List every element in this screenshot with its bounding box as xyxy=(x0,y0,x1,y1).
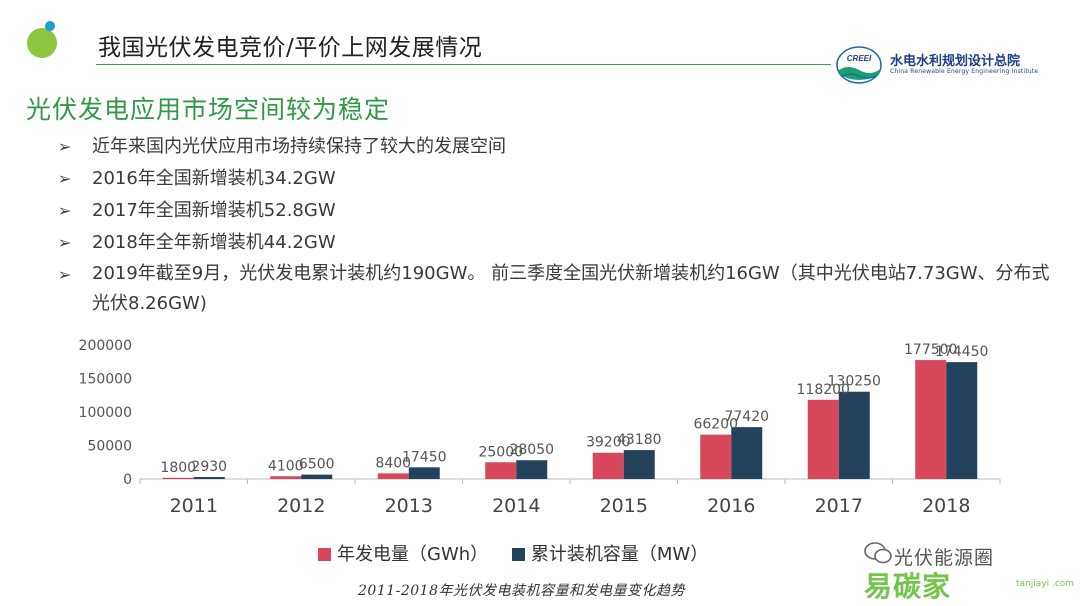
bar-capacity xyxy=(193,477,225,479)
org-name-en: China Renewable Energy Engineering Insti… xyxy=(890,68,1039,75)
data-label: 177500 xyxy=(904,342,957,358)
wechat-chat-icon xyxy=(864,542,892,564)
arrow-bullet-icon: ➢ xyxy=(58,265,72,284)
x-tick-label: 2015 xyxy=(600,495,648,517)
legend-label-capacity: 累计装机容量（MW） xyxy=(530,544,709,565)
org-logo-text: CREEI xyxy=(847,54,872,63)
legend-swatch-capacity xyxy=(511,548,525,561)
x-tick-label: 2012 xyxy=(277,495,325,517)
bullet-item: ➢ 近年来国内光伏应用市场持续保持了较大的发展空间 xyxy=(58,131,1058,163)
bar-generation xyxy=(162,477,194,479)
bar-capacity xyxy=(516,460,548,479)
bar-generation xyxy=(915,360,947,479)
data-label: 1800 xyxy=(160,460,196,476)
watermark: 光伏能源圈 易碳家 tanjiayi .com xyxy=(850,535,1074,603)
bullet-text: 2016年全国新增装机34.2GW xyxy=(92,168,336,189)
bar-capacity xyxy=(731,427,763,479)
chart-legend: 年发电量（GWh） 累计装机容量（MW） xyxy=(318,540,726,566)
bar-capacity xyxy=(838,391,870,479)
bar-generation xyxy=(592,452,624,479)
bar-capacity xyxy=(408,467,440,479)
data-label: 77420 xyxy=(724,409,769,425)
bar-generation xyxy=(377,473,409,479)
green-dot-logo-icon xyxy=(27,21,57,58)
legend-swatch-generation xyxy=(318,548,331,561)
x-tick-label: 2017 xyxy=(815,495,863,517)
slide-title: 我国光伏发电竞价/平价上网发展情况 xyxy=(98,35,483,61)
data-label: 28050 xyxy=(509,442,554,458)
data-label: 6500 xyxy=(299,457,335,473)
x-tick-label: 2014 xyxy=(492,495,540,517)
data-label: 66200 xyxy=(693,417,738,433)
y-axis: 0 50000 100000 150000 200000 xyxy=(79,338,132,488)
y-tick-label: 150000 xyxy=(79,372,132,388)
data-label: 39200 xyxy=(586,435,631,451)
bullet-list: ➢ 近年来国内光伏应用市场持续保持了较大的发展空间 ➢ 2016年全国新增装机3… xyxy=(58,131,1058,319)
bullet-text: 2017年全国新增装机52.8GW xyxy=(92,200,336,221)
bar-generation xyxy=(807,399,839,479)
data-label: 118200 xyxy=(797,382,850,398)
data-label: 25000 xyxy=(478,444,523,460)
chart-bars xyxy=(162,360,978,479)
x-tick-label: 2011 xyxy=(170,495,218,517)
bullet-item: ➢ 2017年全国新增装机52.8GW xyxy=(58,195,1058,227)
data-label: 17450 xyxy=(402,449,447,465)
bullet-item: ➢ 2018年全年新增装机44.2GW xyxy=(58,227,1058,259)
legend-label-generation: 年发电量（GWh） xyxy=(337,544,489,565)
arrow-bullet-icon: ➢ xyxy=(58,169,72,188)
bar-capacity xyxy=(623,450,655,479)
bullet-item: ➢ 2016年全国新增装机34.2GW xyxy=(58,163,1058,195)
legend-item-capacity: 累计装机容量（MW） xyxy=(511,540,709,566)
bullet-text: 2019年截至9月，光伏发电累计装机约190GW。 前三季度全国光伏新增装机约1… xyxy=(92,263,1050,314)
data-label: 174450 xyxy=(935,344,988,360)
y-tick-label: 100000 xyxy=(79,405,132,421)
bar-capacity xyxy=(946,362,978,479)
watermark-site: tanjiayi .com xyxy=(1016,579,1075,589)
section-title: 光伏发电应用市场空间较为稳定 xyxy=(26,95,391,124)
creei-logo-icon: CREEI xyxy=(836,46,882,84)
data-label: 2930 xyxy=(191,459,227,475)
bar-generation xyxy=(485,462,517,479)
data-label: 4100 xyxy=(268,458,304,474)
chart-caption: 2011-2018年光伏发电装机容量和发电量变化趋势 xyxy=(358,583,685,599)
org-name: 水电水利规划设计总院 xyxy=(890,54,1021,69)
title-divider xyxy=(96,64,831,65)
bar-generation xyxy=(700,434,732,479)
x-tick-label: 2016 xyxy=(707,495,755,517)
arrow-bullet-icon: ➢ xyxy=(58,137,72,156)
bullet-item: ➢ 2019年截至9月，光伏发电累计装机约190GW。 前三季度全国光伏新增装机… xyxy=(58,259,1058,319)
data-label: 8400 xyxy=(375,455,411,471)
data-label: 130250 xyxy=(828,374,881,390)
x-tick-label: 2018 xyxy=(922,495,970,517)
x-axis: 2011 2012 2013 2014 2015 2016 2017 2018 xyxy=(139,478,1001,517)
bar-generation xyxy=(270,476,302,479)
arrow-bullet-icon: ➢ xyxy=(58,233,72,252)
y-tick-label: 0 xyxy=(123,472,132,488)
x-tick-label: 2013 xyxy=(385,495,433,517)
arrow-bullet-icon: ➢ xyxy=(58,201,72,220)
y-tick-label: 200000 xyxy=(79,338,132,354)
legend-item-generation: 年发电量（GWh） xyxy=(318,540,488,566)
watermark-account-name: 光伏能源圈 xyxy=(894,547,995,569)
watermark-brand: 易碳家 xyxy=(864,570,952,603)
data-label: 43180 xyxy=(617,432,662,448)
bar-capacity xyxy=(301,474,333,479)
bullet-text: 2018年全年新增装机44.2GW xyxy=(92,232,336,253)
bullet-text: 近年来国内光伏应用市场持续保持了较大的发展空间 xyxy=(92,136,506,157)
y-tick-label: 50000 xyxy=(87,439,132,455)
